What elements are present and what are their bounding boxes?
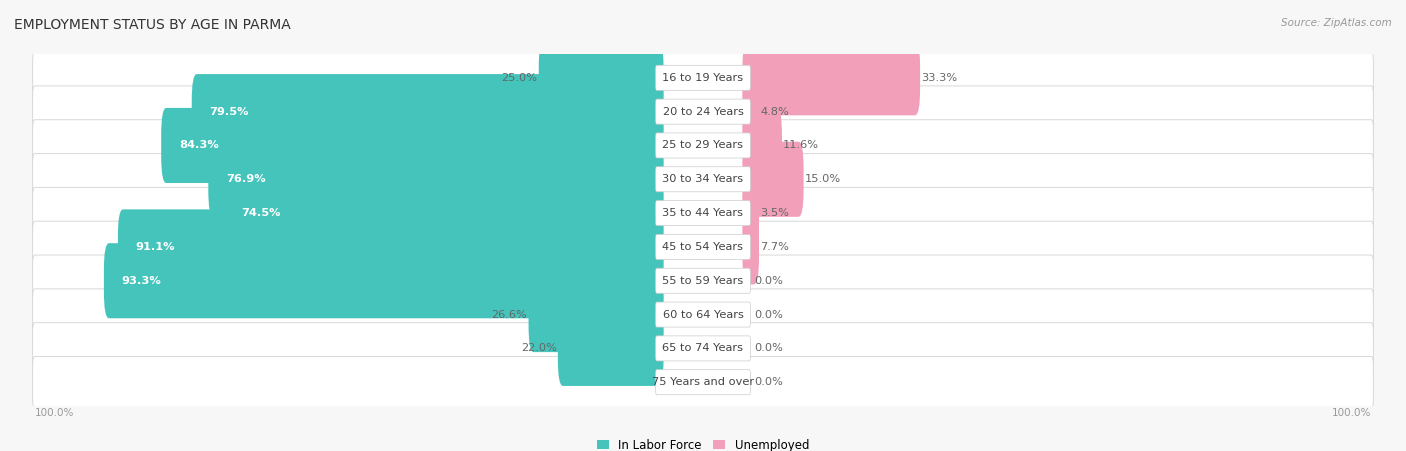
Text: 60 to 64 Years: 60 to 64 Years	[662, 309, 744, 320]
Text: 0.0%: 0.0%	[754, 276, 783, 286]
FancyBboxPatch shape	[655, 167, 751, 192]
FancyBboxPatch shape	[742, 40, 920, 115]
FancyBboxPatch shape	[32, 120, 1374, 171]
Text: 75 Years and over: 75 Years and over	[652, 377, 754, 387]
FancyBboxPatch shape	[742, 74, 759, 149]
Text: 0.0%: 0.0%	[754, 309, 783, 320]
Text: 25.0%: 25.0%	[502, 73, 537, 83]
Text: 0.0%: 0.0%	[754, 377, 783, 387]
Text: Source: ZipAtlas.com: Source: ZipAtlas.com	[1281, 18, 1392, 28]
Text: 93.3%: 93.3%	[122, 276, 162, 286]
FancyBboxPatch shape	[118, 209, 664, 285]
Text: 20 to 24 Years: 20 to 24 Years	[662, 106, 744, 117]
FancyBboxPatch shape	[32, 86, 1374, 137]
Text: 25 to 29 Years: 25 to 29 Years	[662, 140, 744, 151]
Text: 79.5%: 79.5%	[209, 106, 249, 117]
Text: 100.0%: 100.0%	[35, 408, 75, 418]
Text: 22.0%: 22.0%	[520, 343, 557, 354]
Text: 16 to 19 Years: 16 to 19 Years	[662, 73, 744, 83]
Text: 74.5%: 74.5%	[242, 208, 281, 218]
Text: 30 to 34 Years: 30 to 34 Years	[662, 174, 744, 184]
Text: 55 to 59 Years: 55 to 59 Years	[662, 276, 744, 286]
FancyBboxPatch shape	[655, 268, 751, 293]
FancyBboxPatch shape	[32, 221, 1374, 272]
FancyBboxPatch shape	[538, 40, 664, 115]
FancyBboxPatch shape	[32, 255, 1374, 307]
FancyBboxPatch shape	[208, 142, 664, 217]
FancyBboxPatch shape	[32, 153, 1374, 205]
FancyBboxPatch shape	[191, 74, 664, 149]
FancyBboxPatch shape	[655, 201, 751, 226]
Text: 76.9%: 76.9%	[226, 174, 266, 184]
FancyBboxPatch shape	[32, 356, 1374, 408]
Text: 84.3%: 84.3%	[179, 140, 219, 151]
FancyBboxPatch shape	[162, 108, 664, 183]
FancyBboxPatch shape	[655, 99, 751, 124]
Text: 100.0%: 100.0%	[1331, 408, 1371, 418]
Legend: In Labor Force, Unemployed: In Labor Force, Unemployed	[592, 434, 814, 451]
FancyBboxPatch shape	[742, 108, 782, 183]
FancyBboxPatch shape	[32, 289, 1374, 340]
FancyBboxPatch shape	[742, 142, 804, 217]
Text: 35 to 44 Years: 35 to 44 Years	[662, 208, 744, 218]
Text: 4.8%: 4.8%	[761, 106, 789, 117]
Text: 26.6%: 26.6%	[492, 309, 527, 320]
Text: 15.0%: 15.0%	[804, 174, 841, 184]
FancyBboxPatch shape	[558, 311, 664, 386]
Text: 0.0%: 0.0%	[754, 343, 783, 354]
FancyBboxPatch shape	[32, 188, 1374, 239]
FancyBboxPatch shape	[655, 336, 751, 361]
FancyBboxPatch shape	[655, 65, 751, 90]
FancyBboxPatch shape	[742, 209, 759, 285]
FancyBboxPatch shape	[529, 277, 664, 352]
FancyBboxPatch shape	[655, 370, 751, 395]
FancyBboxPatch shape	[655, 302, 751, 327]
Text: 7.7%: 7.7%	[761, 242, 789, 252]
Text: 33.3%: 33.3%	[921, 73, 957, 83]
Text: 11.6%: 11.6%	[783, 140, 820, 151]
FancyBboxPatch shape	[742, 175, 759, 251]
FancyBboxPatch shape	[655, 235, 751, 259]
Text: 45 to 54 Years: 45 to 54 Years	[662, 242, 744, 252]
FancyBboxPatch shape	[32, 323, 1374, 374]
Text: EMPLOYMENT STATUS BY AGE IN PARMA: EMPLOYMENT STATUS BY AGE IN PARMA	[14, 18, 291, 32]
FancyBboxPatch shape	[104, 243, 664, 318]
FancyBboxPatch shape	[655, 133, 751, 158]
Text: 65 to 74 Years: 65 to 74 Years	[662, 343, 744, 354]
FancyBboxPatch shape	[224, 175, 664, 251]
FancyBboxPatch shape	[32, 52, 1374, 104]
Text: 3.5%: 3.5%	[761, 208, 789, 218]
Text: 91.1%: 91.1%	[136, 242, 176, 252]
